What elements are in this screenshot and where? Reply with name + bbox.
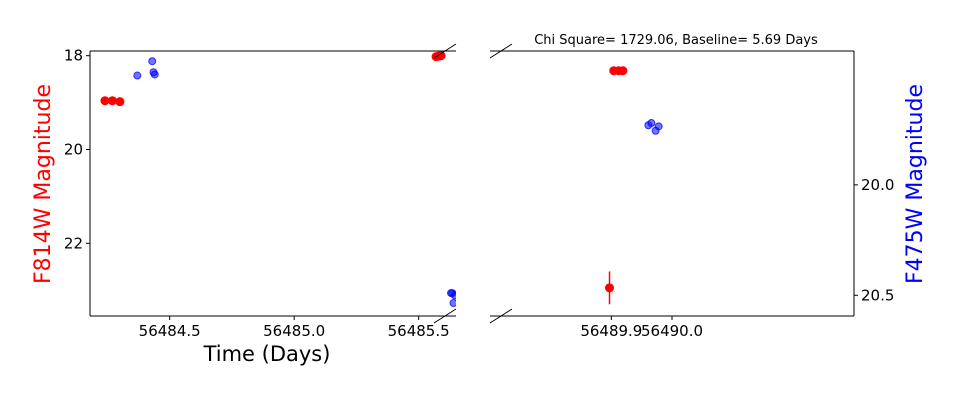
f475w-point	[647, 119, 656, 128]
y-tick-label-right: 20.5	[861, 286, 894, 304]
x-tick-label: 56485.0	[263, 322, 325, 340]
break-mark-left-bottom	[433, 308, 457, 324]
f475w-point	[150, 70, 159, 79]
axis-break-marks	[433, 43, 513, 324]
left-markers	[100, 51, 456, 308]
f814w-point	[100, 96, 110, 106]
f475w-point	[449, 299, 456, 308]
y-axis-label-left: F814W Magnitude	[31, 84, 56, 284]
f475w-point	[133, 71, 142, 80]
x-tick-label: 56485.5	[388, 322, 450, 340]
y-tick-label-left: 22	[64, 234, 83, 252]
break-mark-left-top	[433, 43, 457, 59]
x-tick-label: 56489.9	[580, 322, 642, 340]
break-mark-right-top	[489, 43, 513, 59]
f475w-point	[450, 291, 456, 300]
right-markers	[605, 66, 663, 305]
x-tick-label: 56490.0	[641, 322, 703, 340]
f475w-point	[654, 122, 663, 131]
f814w-point	[107, 96, 117, 106]
y-axis-label-right: F475W Magnitude	[903, 84, 928, 284]
x-axis-label: Time (Days)	[203, 342, 331, 366]
left-panel: 56484.5 56485.0 56485.5 18 20 22	[64, 47, 456, 340]
f814w-point	[605, 283, 615, 293]
y-tick-label-left: 18	[64, 47, 83, 65]
f814w-point	[618, 66, 628, 76]
x-tick-label: 56484.5	[139, 322, 201, 340]
y-tick-label-left: 20	[64, 140, 83, 158]
f814w-point	[115, 97, 125, 107]
break-mark-right-bottom	[489, 308, 513, 324]
f475w-point	[148, 57, 157, 66]
y-tick-label-right: 20.0	[861, 176, 894, 194]
chart-title: Chi Square= 1729.06, Baseline= 5.69 Days	[534, 33, 818, 48]
